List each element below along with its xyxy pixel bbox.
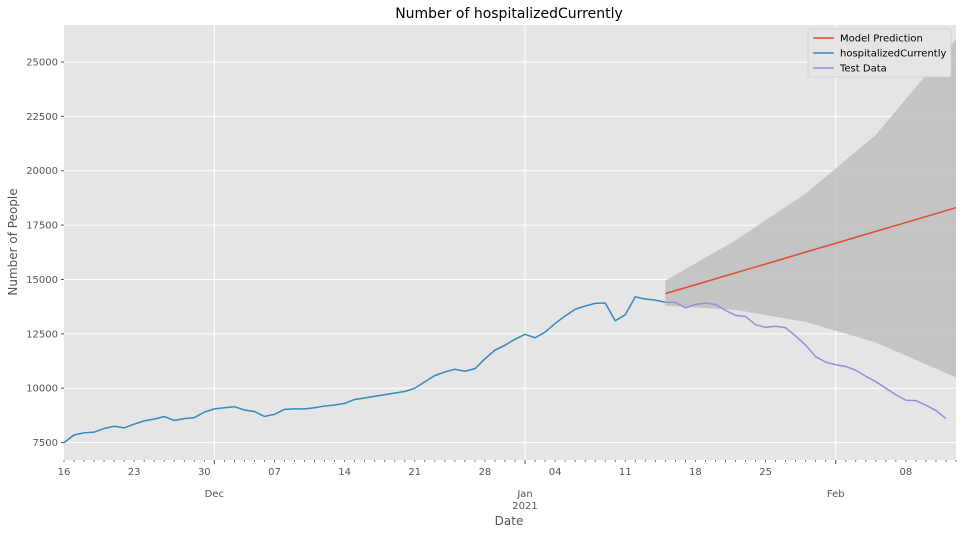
- y-tick-label: 15000: [26, 275, 58, 286]
- x-year-label: 2021: [512, 501, 537, 512]
- y-tick-label: 10000: [26, 384, 58, 395]
- chart-title: Number of hospitalizedCurrently: [395, 6, 623, 22]
- legend-box: [807, 28, 952, 78]
- x-minor-tick-label: 04: [549, 467, 562, 478]
- x-minor-tick-label: 23: [128, 467, 141, 478]
- x-minor-tick-label: 14: [338, 467, 351, 478]
- y-axis-label: Number of People: [6, 188, 20, 295]
- legend: Model Prediction hospitalizedCurrently Tes…: [807, 28, 952, 78]
- test-data-line: [665, 301, 947, 420]
- confidence-band: [665, 39, 956, 378]
- legend-label: hospitalizedCurrently: [840, 49, 946, 60]
- x-minor-tick-label: 07: [268, 467, 281, 478]
- x-minor-tick-label: 16: [58, 467, 71, 478]
- y-tick-label: 12500: [26, 329, 58, 340]
- x-major-tick-label: Feb: [827, 489, 845, 500]
- x-minor-tick-label: 30: [198, 467, 211, 478]
- y-axis-ticks: 7500 10000 12500 15000 17500 20000 22500 25000: [26, 57, 64, 449]
- x-major-tick-label: Jan: [516, 489, 532, 500]
- y-tick-label: 25000: [26, 57, 58, 68]
- x-minor-tick-label: 11: [619, 467, 632, 478]
- x-minor-tick-label: 25: [759, 467, 772, 478]
- series-lines: [63, 206, 957, 444]
- y-tick-label: 17500: [26, 221, 58, 232]
- y-tick-label: 7500: [33, 438, 58, 449]
- x-minor-tick-label: 21: [408, 467, 421, 478]
- model-prediction-line: [665, 206, 957, 295]
- x-axis-label: Date: [495, 514, 524, 528]
- x-minor-tick-label: 28: [479, 467, 492, 478]
- x-minor-tick-label: 18: [689, 467, 702, 478]
- y-tick-label: 22500: [26, 112, 58, 123]
- x-minor-tick-label: 08: [900, 467, 913, 478]
- legend-label: Model Prediction: [840, 34, 923, 45]
- prediction-interval: [665, 39, 956, 378]
- y-tick-label: 20000: [26, 166, 58, 177]
- legend-label: Test Data: [839, 64, 887, 75]
- x-major-tick-label: Dec: [205, 489, 224, 500]
- hospitalized-currently-line: [63, 296, 666, 444]
